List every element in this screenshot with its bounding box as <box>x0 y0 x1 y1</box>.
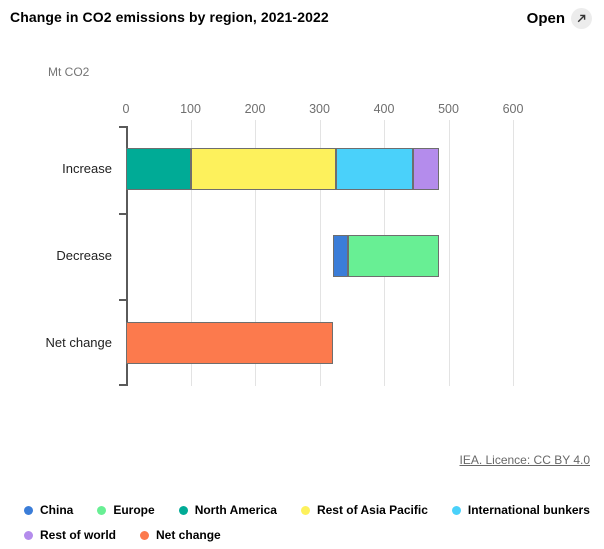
bar-increase <box>126 148 439 191</box>
x-tick-label-400: 400 <box>373 102 395 116</box>
bar-segment-rest-of-asia-pacific[interactable] <box>190 148 336 191</box>
x-tick-label-0: 0 <box>122 102 130 116</box>
plot-area: 0 100 200 300 400 500 600 Increase Decrease Net c… <box>46 102 588 386</box>
gridline-200 <box>255 120 256 386</box>
legend-swatch-icon <box>178 505 188 515</box>
gridline-100 <box>190 120 192 386</box>
bar-segment-north-america[interactable] <box>126 148 191 191</box>
bar-segment-international-bunkers[interactable] <box>335 148 414 191</box>
legend-swatch-icon <box>300 505 310 515</box>
legend-item-net-change[interactable]: Net change <box>140 528 221 542</box>
bar-net-change <box>126 321 334 364</box>
gridline-600 <box>513 120 514 386</box>
legend-swatch-icon <box>24 530 33 540</box>
legend-item-europe[interactable]: Europe <box>97 503 155 517</box>
bar-segment-europe[interactable] <box>347 235 439 277</box>
legend-item-rest-of-asia-pacific[interactable]: Rest of Asia Pacific <box>300 503 428 517</box>
bar-segment-rest-of-world[interactable] <box>413 148 439 191</box>
x-tick-label-500: 500 <box>438 102 459 116</box>
legend-label: Rest of Asia Pacific <box>316 503 428 517</box>
legend-label: Europe <box>113 503 155 517</box>
y-axis-tick <box>119 212 126 215</box>
legend-label: Net change <box>156 528 221 542</box>
open-button-label: Open <box>526 10 565 27</box>
gridline-300 <box>319 120 321 386</box>
bar-segment-china[interactable] <box>333 235 348 277</box>
legend-label: Rest of world <box>40 528 117 542</box>
bar-segment-net-change[interactable] <box>126 321 334 364</box>
legend-item-north-america[interactable]: North America <box>178 503 277 517</box>
legend: China Europe North America Rest of Asia Pac… <box>24 503 604 542</box>
y-axis-tick <box>119 299 126 302</box>
row-label-net-change: Net change <box>45 334 113 350</box>
open-button[interactable]: Open <box>525 6 594 31</box>
bar-decrease <box>333 235 439 277</box>
x-tick-label-200: 200 <box>244 102 266 116</box>
x-tick-label-100: 100 <box>180 102 201 116</box>
y-axis-line <box>126 126 128 386</box>
x-tick-label-600: 600 <box>502 102 524 116</box>
legend-swatch-icon <box>24 505 33 515</box>
legend-label: China <box>40 503 74 517</box>
legend-label: International bunkers <box>467 503 590 517</box>
legend-item-china[interactable]: China <box>24 503 73 517</box>
y-axis-tick <box>119 126 126 128</box>
legend-item-international-bunkers[interactable]: International bunkers <box>451 503 590 517</box>
gridline-500 <box>448 120 450 386</box>
row-label-increase: Increase <box>62 161 112 177</box>
licence-link[interactable]: IEA. Licence: CC BY 4.0 <box>459 453 590 467</box>
legend-swatch-icon <box>97 505 107 515</box>
legend-swatch-icon <box>451 505 461 515</box>
chart-title: Change in CO2 emissions by region, 2021-… <box>10 9 329 25</box>
legend-item-rest-of-world[interactable]: Rest of world <box>24 528 116 542</box>
arrow-up-right-icon <box>571 8 592 29</box>
axis-unit-label: Mt CO2 <box>48 65 90 79</box>
y-axis-tick <box>119 384 126 386</box>
legend-label: North America <box>194 503 277 517</box>
row-label-decrease: Decrease <box>56 248 112 263</box>
legend-swatch-icon <box>140 530 150 540</box>
x-tick-label-300: 300 <box>309 102 330 116</box>
